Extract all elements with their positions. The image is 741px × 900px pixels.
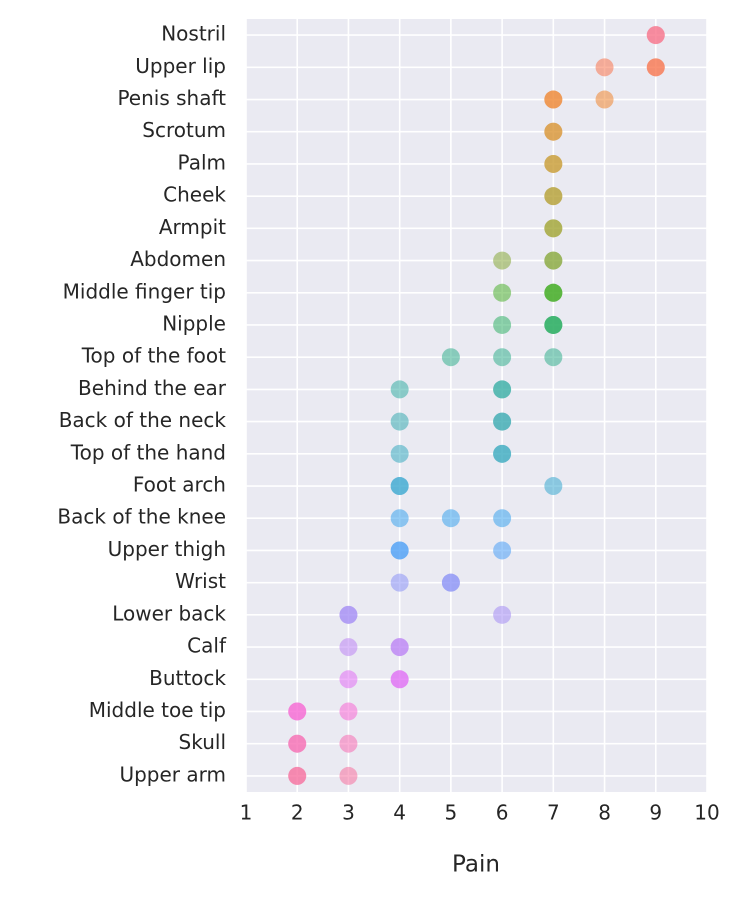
y-tick-label: Nostril: [161, 22, 226, 46]
y-tick-label: Buttock: [149, 666, 226, 690]
x-tick-label: 2: [291, 801, 304, 825]
point: [544, 90, 563, 109]
point: [339, 702, 358, 721]
x-tick-label: 5: [445, 801, 458, 825]
point: [544, 477, 563, 496]
y-tick-label: Back of the knee: [57, 505, 226, 529]
point: [493, 541, 512, 560]
y-tick-label: Penis shaft: [117, 86, 226, 110]
point: [595, 58, 614, 77]
point: [493, 380, 512, 399]
plot-area: [246, 19, 707, 792]
point: [390, 509, 409, 528]
point: [390, 670, 409, 689]
point: [339, 670, 358, 689]
y-tick-label: Nipple: [162, 311, 226, 335]
point: [441, 348, 460, 367]
point: [493, 251, 512, 270]
y-tick-label: Cheek: [163, 183, 226, 207]
y-tick-label: Middle finger tip: [63, 279, 226, 303]
point: [493, 509, 512, 528]
y-tick-label: Top of the foot: [81, 344, 226, 368]
x-tick-label: 3: [342, 801, 355, 825]
point: [390, 573, 409, 592]
point: [646, 58, 665, 77]
point: [493, 444, 512, 463]
y-tick-label: Scrotum: [142, 118, 226, 142]
x-tick-label: 6: [496, 801, 509, 825]
point: [544, 283, 563, 302]
point: [493, 605, 512, 624]
y-tick-label: Armpit: [159, 215, 226, 239]
point: [441, 573, 460, 592]
point: [544, 219, 563, 238]
x-tick-label: 1: [240, 801, 253, 825]
x-axis-label: Pain: [452, 852, 500, 878]
y-tick-label: Upper lip: [135, 54, 226, 78]
y-tick-label: Top of the hand: [70, 440, 226, 464]
point: [339, 766, 358, 785]
y-tick-label: Lower back: [112, 601, 226, 625]
point: [646, 26, 665, 45]
point: [390, 541, 409, 560]
point: [390, 412, 409, 431]
point: [544, 122, 563, 141]
y-tick-label: Abdomen: [130, 247, 226, 271]
point: [339, 605, 358, 624]
point: [493, 283, 512, 302]
x-tick-label: 8: [598, 801, 611, 825]
y-tick-label: Foot arch: [133, 473, 226, 497]
point: [339, 734, 358, 753]
point: [390, 638, 409, 657]
point: [493, 348, 512, 367]
point: [493, 412, 512, 431]
point: [390, 380, 409, 399]
point: [544, 315, 563, 334]
y-tick-label: Calf: [187, 634, 227, 658]
point: [595, 90, 614, 109]
x-tick-label: 9: [649, 801, 662, 825]
y-tick-label: Skull: [179, 730, 226, 754]
point: [288, 702, 307, 721]
y-tick-label: Behind the ear: [78, 376, 227, 400]
point: [544, 187, 563, 206]
point: [493, 315, 512, 334]
y-tick-label: Upper thigh: [108, 537, 226, 561]
point: [288, 766, 307, 785]
y-tick-label: Palm: [178, 150, 226, 174]
point: [544, 154, 563, 173]
point: [544, 251, 563, 270]
x-tick-label: 10: [694, 801, 719, 825]
point: [339, 638, 358, 657]
x-tick-label: 4: [393, 801, 406, 825]
point: [441, 509, 460, 528]
y-tick-label: Middle toe tip: [89, 698, 226, 722]
point: [390, 444, 409, 463]
y-tick-label: Back of the neck: [59, 408, 227, 432]
point: [288, 734, 307, 753]
point: [544, 348, 563, 367]
point: [390, 477, 409, 496]
y-tick-label: Wrist: [175, 569, 226, 593]
x-tick-label: 7: [547, 801, 560, 825]
y-tick-label: Upper arm: [119, 762, 226, 786]
